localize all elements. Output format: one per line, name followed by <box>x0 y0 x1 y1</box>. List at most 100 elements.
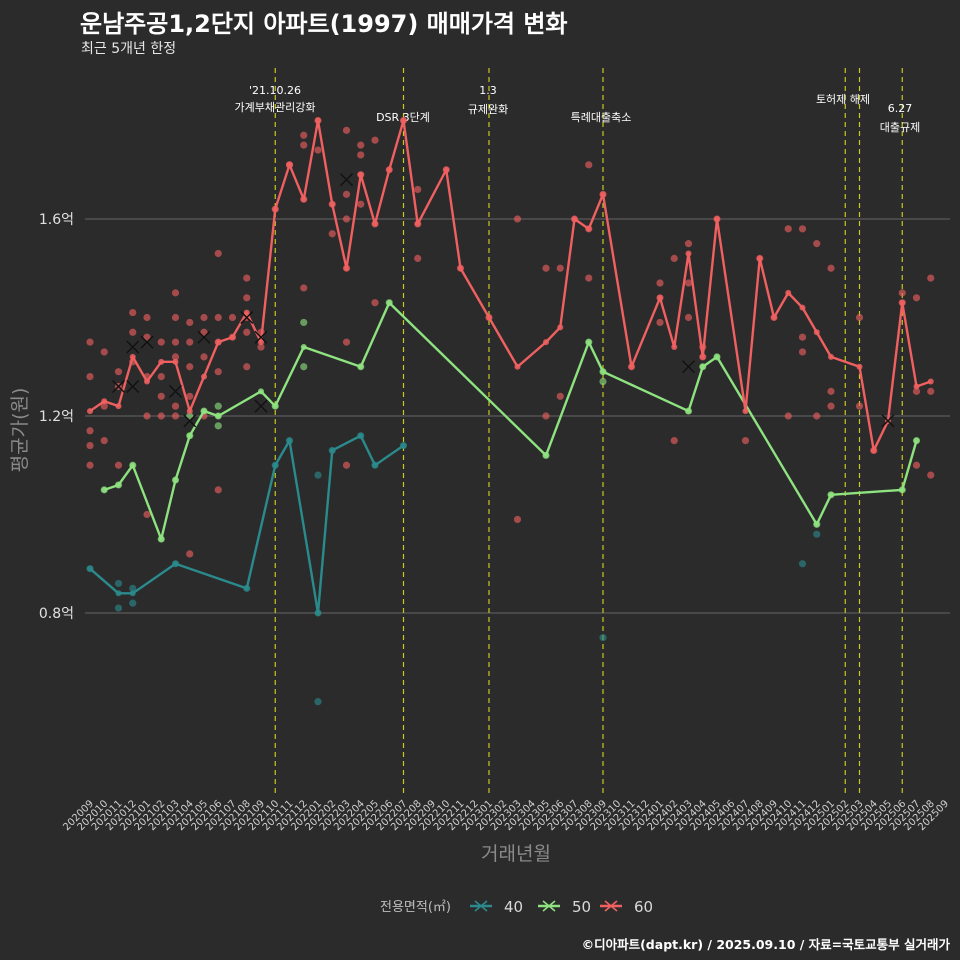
series-60-point <box>798 225 807 233</box>
series-60-line-point <box>272 206 279 213</box>
series-50-line-point <box>899 486 906 493</box>
series-60-line-point <box>799 304 806 311</box>
series-60-point <box>171 313 180 322</box>
series-60-point <box>143 333 151 341</box>
series-60-cross-mark <box>126 379 140 393</box>
series-60-point <box>86 441 94 450</box>
series-50-line-point <box>913 437 920 444</box>
series-60-point <box>328 230 336 238</box>
points-layer <box>86 116 935 706</box>
series-40-line-point <box>372 462 378 469</box>
series-60-point <box>214 313 222 322</box>
series-60-point <box>257 343 265 351</box>
series-60-line-point <box>443 166 450 173</box>
series-60-line-point <box>115 403 122 410</box>
event-label: 특례대출축소 <box>571 111 632 124</box>
series-40-line-point <box>400 442 407 449</box>
series-60-line-point <box>514 363 521 370</box>
series-50-line-point <box>714 353 720 360</box>
series-50-point <box>300 363 308 371</box>
series-60-cross-mark <box>169 384 182 398</box>
series-40-line-point <box>172 560 179 567</box>
series-60-point <box>414 254 422 262</box>
series-60-point <box>100 402 108 410</box>
series-60-point <box>513 515 522 524</box>
series-50-line-point <box>813 521 820 528</box>
series-60-point <box>143 412 151 420</box>
chart-title: 운남주공1,2단지 아파트(1997) 매매가격 변화 <box>80 10 568 38</box>
series-60-line-point <box>742 408 749 415</box>
series-60-line-point <box>543 339 549 346</box>
series-60-line-point <box>585 225 592 232</box>
series-60-point <box>228 313 237 322</box>
series-60-point <box>243 294 251 302</box>
series-60-line-point <box>229 334 236 341</box>
series-60-line-point <box>215 339 222 346</box>
series-60-line-point <box>315 117 321 124</box>
series-50-line-point <box>215 413 222 419</box>
series-60-point <box>513 215 522 223</box>
series-60-point <box>912 387 921 395</box>
series-60-point <box>300 284 308 292</box>
series-60-point <box>927 471 935 479</box>
series-60-point <box>314 146 322 154</box>
cross-layer <box>112 173 895 428</box>
series-60-line <box>89 119 932 452</box>
series-60-line-point <box>457 265 464 272</box>
legend-label-40: 40 <box>504 898 523 916</box>
series-60-point <box>784 412 792 420</box>
series-60-line-point <box>870 447 877 454</box>
event-label: 토허제 해제 <box>816 92 870 106</box>
series-60-point <box>86 338 94 346</box>
series-60-cross-mark <box>240 311 254 324</box>
series-50-line-point <box>158 536 165 543</box>
series-60-point <box>855 402 864 410</box>
series-60-point <box>898 289 906 297</box>
series-60-point <box>912 294 921 302</box>
series-40-line-point <box>315 610 321 616</box>
series-60-cross-mark <box>140 335 154 349</box>
series-40-point <box>798 560 807 568</box>
series-50-cross-mark <box>254 399 268 413</box>
series-60-line-point <box>172 358 179 365</box>
series-60-point <box>200 328 208 336</box>
series-60-point <box>542 412 550 420</box>
event-label: 대출규제 <box>880 121 920 134</box>
series-60-point <box>542 264 550 272</box>
series-60-line-point <box>486 314 492 321</box>
series-40-point <box>129 584 137 592</box>
series-60-point <box>684 313 693 322</box>
series-60-point <box>684 279 693 287</box>
series-60-point <box>342 190 351 198</box>
series-60-point <box>357 151 365 159</box>
series-60-point <box>243 363 251 371</box>
series-50-line-point <box>201 408 207 415</box>
series-60-point <box>684 240 693 248</box>
series-60-point <box>342 215 351 223</box>
series-60-point <box>342 461 351 469</box>
series-60-point <box>342 338 351 346</box>
series-50-line-point <box>258 388 264 395</box>
series-50-line-point <box>115 481 122 488</box>
series-50-line-point <box>600 368 606 375</box>
series-40-point <box>114 579 123 588</box>
series-60-line-point <box>400 117 407 124</box>
series-50-line-point <box>300 344 307 351</box>
event-label: '21.10.26 <box>249 84 301 97</box>
chart-subtitle: 최근 5개년 한정 <box>81 41 177 57</box>
legend-layer: 전용면적(㎡) 40 50 60 <box>380 898 653 916</box>
series-60-point <box>827 402 835 410</box>
series-60-point <box>371 136 379 144</box>
series-60-point <box>157 373 165 381</box>
series-60-point <box>86 427 94 435</box>
series-60-point <box>243 274 251 282</box>
series-60-point <box>157 392 165 400</box>
event-label: 1.3 <box>479 84 497 97</box>
series-60-point <box>157 412 165 420</box>
series-60-point <box>357 141 365 149</box>
series-60-point <box>827 264 835 272</box>
series-40-line-point <box>115 590 122 597</box>
series-60-line-point <box>628 363 635 370</box>
series-50-point <box>214 422 222 430</box>
series-60-line-point <box>685 250 692 257</box>
